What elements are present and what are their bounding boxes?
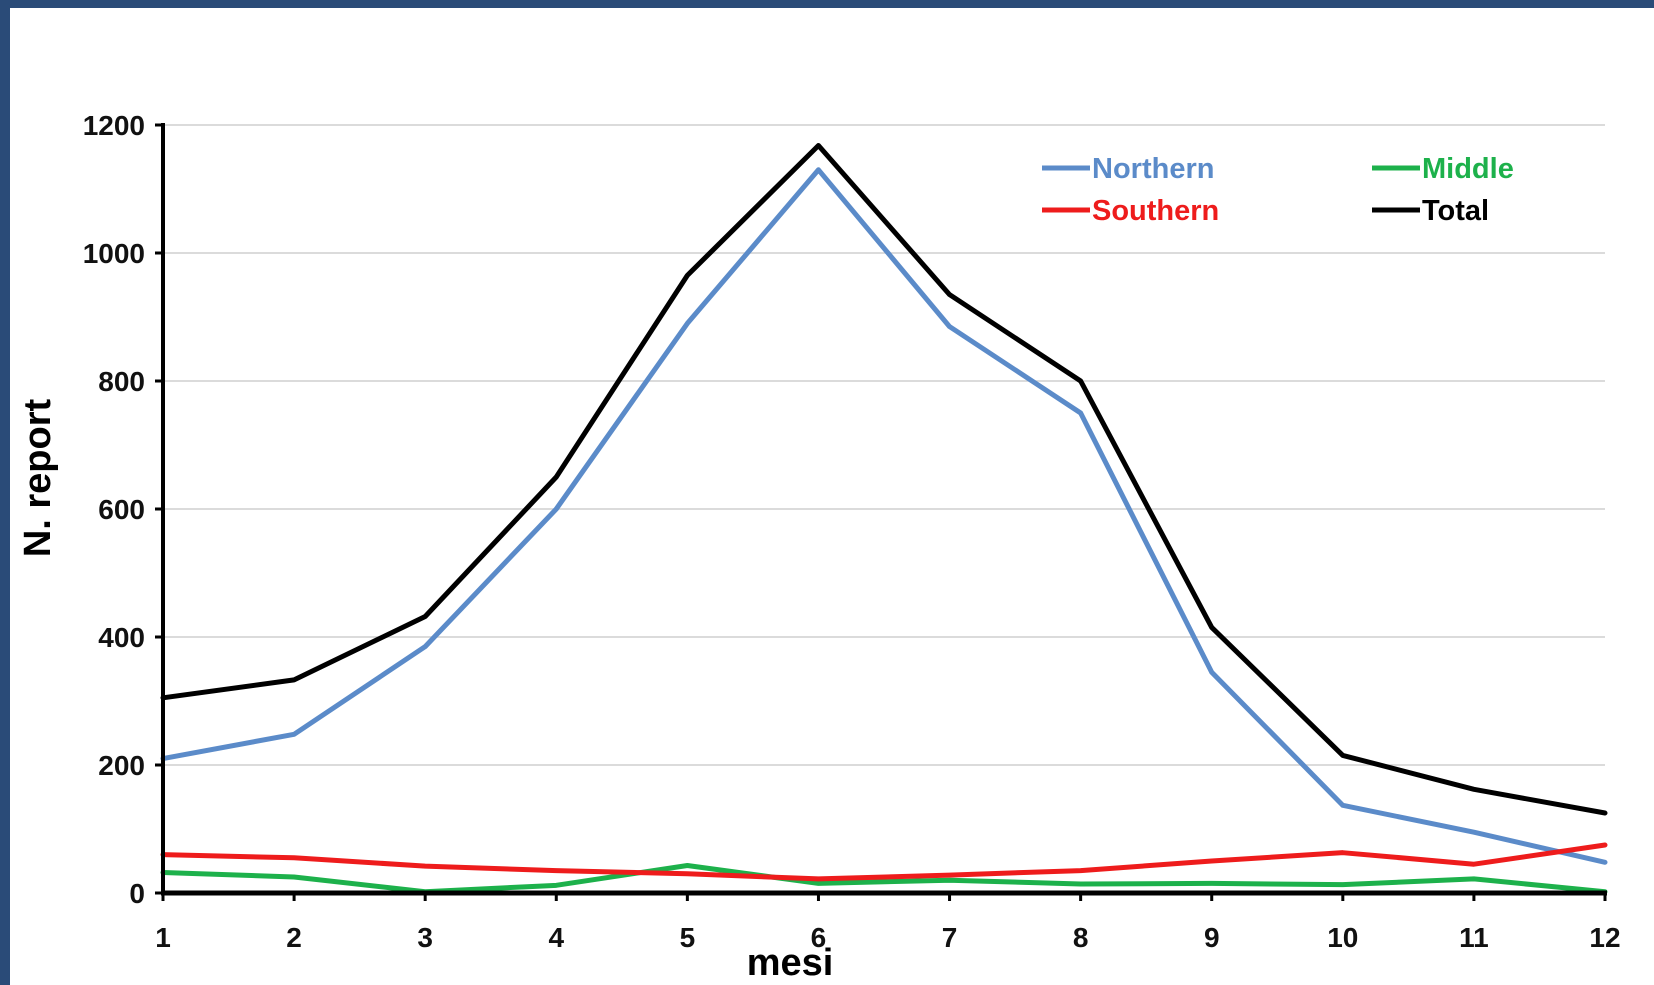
x-tick-label: 9 [1204, 922, 1220, 953]
series-line-middle [160, 862, 1608, 895]
x-tick-label: 1 [155, 922, 171, 953]
x-tick-label: 7 [942, 922, 958, 953]
y-tick-label: 1000 [83, 238, 145, 269]
series-lines [160, 142, 1608, 895]
legend-label-middle: Middle [1422, 153, 1514, 185]
y-tick-label: 800 [98, 366, 145, 397]
x-tick-label: 5 [680, 922, 696, 953]
x-tick-label: 8 [1073, 922, 1089, 953]
y-axis-title: N. report [17, 398, 59, 557]
y-tick-label: 200 [98, 750, 145, 781]
x-tick-label: 4 [548, 922, 564, 953]
y-tick-label: 400 [98, 622, 145, 653]
frame-left-border [0, 0, 10, 985]
x-axis-title: mesi [747, 942, 834, 984]
frame-top-border [0, 0, 1654, 8]
legend-label-total: Total [1422, 195, 1489, 227]
x-tick-label: 3 [417, 922, 433, 953]
x-tick-label: 10 [1327, 922, 1358, 953]
series-line-northern [160, 167, 1608, 865]
legend: Northern Middle Southern Total [1042, 153, 1514, 227]
legend-label-northern: Northern [1092, 153, 1214, 185]
x-tick-label: 2 [286, 922, 302, 953]
series-line-total [160, 142, 1608, 816]
y-tick-label: 1200 [83, 110, 145, 141]
x-tick-label: 6 [811, 922, 827, 953]
gridlines [163, 124, 1605, 766]
x-tick-label: 11 [1459, 922, 1489, 953]
axes [155, 123, 1607, 901]
x-tick-label: 12 [1589, 922, 1620, 953]
series-line-southern [160, 842, 1608, 882]
legend-label-southern: Southern [1092, 195, 1219, 227]
y-tick-label: 600 [98, 494, 145, 525]
y-tick-label: 0 [129, 878, 145, 909]
